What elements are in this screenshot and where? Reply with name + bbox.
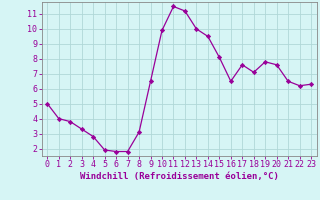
X-axis label: Windchill (Refroidissement éolien,°C): Windchill (Refroidissement éolien,°C) [80, 172, 279, 181]
